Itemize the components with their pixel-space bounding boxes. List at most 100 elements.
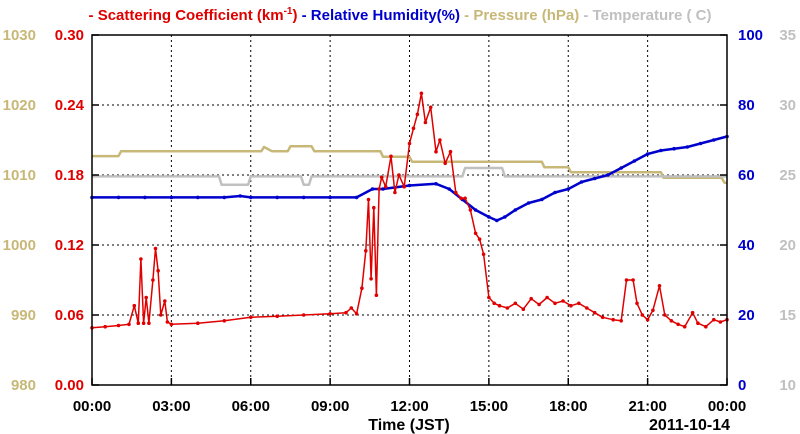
data-point-scattering	[364, 249, 368, 253]
data-point-humidity	[447, 187, 452, 191]
data-point-scattering	[463, 196, 467, 201]
data-point-scattering	[585, 306, 589, 310]
x-axis-label: Time (JST)	[368, 417, 450, 434]
legend: - Scattering Coefficient (km-1) - Relati…	[89, 6, 712, 24]
legend-suffix: )	[292, 7, 297, 24]
humidity-tick-label: 0	[738, 377, 746, 394]
x-tick-label: 09:00	[311, 398, 349, 415]
data-point-scattering	[676, 322, 680, 327]
data-point-scattering	[428, 105, 433, 110]
data-point-scattering	[169, 322, 174, 327]
data-point-scattering	[147, 321, 151, 326]
pressure-tick-label: 980	[11, 377, 36, 394]
data-point-scattering	[696, 321, 700, 326]
data-point-scattering	[631, 278, 635, 282]
data-point-humidity	[513, 208, 518, 212]
data-point-scattering	[477, 237, 482, 241]
data-point-scattering	[165, 320, 170, 324]
data-point-scattering	[103, 324, 107, 329]
temperature-tick-label: 20	[779, 237, 796, 254]
data-point-scattering	[492, 301, 497, 306]
data-point-humidity	[566, 187, 571, 191]
data-point-scattering	[153, 246, 158, 251]
data-point-scattering	[275, 314, 280, 319]
data-point-scattering	[669, 319, 674, 323]
data-point-humidity	[370, 187, 375, 191]
series-scattering	[90, 91, 729, 330]
data-point-humidity	[196, 195, 200, 200]
data-point-scattering	[481, 252, 486, 257]
data-point-scattering	[640, 313, 645, 317]
x-tick-label: 18:00	[549, 398, 587, 415]
data-point-humidity	[354, 195, 359, 200]
data-point-scattering	[377, 187, 381, 191]
x-tick-label: 12:00	[390, 398, 428, 415]
data-point-humidity	[407, 183, 412, 188]
data-point-humidity	[328, 195, 332, 200]
data-point-scattering	[454, 190, 458, 195]
data-point-scattering	[487, 295, 491, 300]
data-point-scattering	[360, 286, 364, 291]
data-point-scattering	[657, 284, 662, 288]
data-point-scattering	[156, 268, 160, 273]
data-point-humidity	[698, 141, 703, 146]
scattering-tick-label: 0.30	[55, 27, 84, 44]
data-point-scattering	[448, 149, 453, 154]
series-pressure	[92, 145, 727, 184]
scattering-tick-label: 0.24	[55, 97, 85, 114]
data-point-humidity	[222, 195, 227, 200]
data-point-scattering	[663, 313, 667, 317]
data-point-humidity	[301, 195, 306, 200]
data-point-scattering	[159, 313, 163, 317]
data-point-scattering	[438, 138, 442, 142]
data-point-scattering	[415, 112, 420, 117]
data-point-humidity	[503, 215, 507, 219]
legend-entry: - Temperature (	[579, 7, 691, 24]
data-point-scattering	[624, 278, 629, 282]
series-temperature	[92, 166, 727, 187]
humidity-tick-label: 100	[738, 27, 763, 44]
data-point-humidity	[619, 166, 623, 170]
data-point-scattering	[222, 319, 227, 323]
data-point-scattering	[344, 310, 348, 315]
data-point-scattering	[592, 310, 597, 315]
data-point-humidity	[238, 194, 242, 198]
data-point-scattering	[402, 184, 407, 189]
humidity-tick-label: 60	[738, 167, 755, 184]
data-point-scattering	[577, 301, 581, 306]
data-point-scattering	[682, 324, 687, 329]
temperature-tick-label: 35	[779, 27, 796, 44]
scattering-tick-label: 0.06	[55, 307, 84, 324]
data-point-humidity	[553, 190, 557, 195]
data-point-scattering	[249, 315, 253, 320]
temperature-tick-label: 15	[779, 307, 796, 324]
humidity-tick-label: 40	[738, 237, 755, 254]
series-layer	[90, 91, 729, 330]
data-point-scattering	[718, 320, 723, 324]
legend-entry: - Relative Humidity(%)	[297, 7, 460, 24]
x-tick-label: 21:00	[628, 398, 666, 415]
data-point-scattering	[328, 312, 332, 316]
data-point-humidity	[592, 176, 597, 181]
data-point-scattering	[635, 301, 639, 306]
x-tick-label: 06:00	[232, 398, 270, 415]
data-point-humidity	[495, 218, 499, 223]
data-point-scattering	[611, 317, 615, 322]
data-point-scattering	[600, 315, 605, 320]
data-point-humidity	[116, 195, 121, 200]
data-point-scattering	[411, 126, 416, 131]
data-point-scattering	[349, 306, 354, 310]
data-point-scattering	[379, 175, 384, 180]
data-point-humidity	[249, 195, 253, 200]
data-point-scattering	[389, 154, 393, 159]
data-point-scattering	[407, 141, 412, 146]
pressure-tick-label: 1020	[3, 97, 36, 114]
data-point-scattering	[537, 302, 541, 307]
scattering-tick-label: 0.12	[55, 237, 84, 254]
data-point-scattering	[545, 295, 549, 300]
scattering-tick-label: 0.00	[55, 377, 84, 394]
data-point-scattering	[369, 277, 373, 281]
data-point-scattering	[132, 303, 137, 308]
data-point-scattering	[473, 231, 478, 236]
data-point-scattering	[354, 312, 359, 316]
